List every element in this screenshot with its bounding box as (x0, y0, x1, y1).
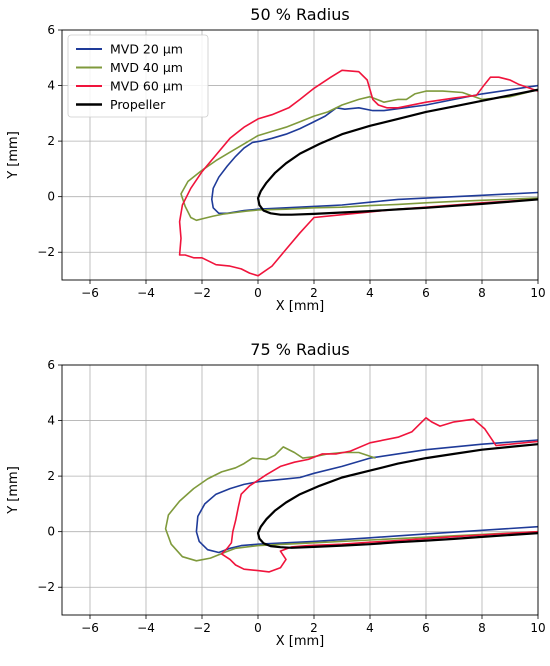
x-tick-label: 2 (310, 621, 318, 635)
x-tick-label: 8 (478, 286, 486, 300)
legend: MVD 20 µm MVD 40 µm MVD 60 µm Propeller (67, 34, 209, 118)
x-tick-label: 0 (254, 286, 262, 300)
legend-label: MVD 60 µm (110, 79, 183, 94)
y-tick-label: 0 (47, 190, 55, 204)
series-line-mvd-40-m (180, 88, 538, 222)
x-axis-label: X [mm] (276, 634, 325, 649)
y-tick-label: 4 (47, 79, 55, 93)
y-tick-label: 6 (47, 23, 55, 37)
legend-label: MVD 20 µm (110, 42, 183, 57)
plot-frame (61, 364, 539, 616)
legend-box (67, 34, 209, 118)
legend-label: MVD 40 µm (110, 60, 183, 75)
x-tick-label: 4 (366, 621, 374, 635)
y-axis-label: Y [mm] (6, 131, 21, 180)
x-tick-label: −6 (81, 621, 99, 635)
x-tick-label: −4 (137, 286, 155, 300)
y-tick-label: 6 (47, 358, 55, 372)
y-tick-label: 2 (47, 134, 55, 148)
x-tick-label: 6 (422, 286, 430, 300)
x-tick-label: −4 (137, 621, 155, 635)
series-line-mvd-40-m (164, 446, 538, 562)
x-tick-label: 0 (254, 621, 262, 635)
x-tick-label: 8 (478, 621, 486, 635)
series-line-mvd-20-m (195, 439, 538, 554)
chart-panel-50-radius: 50 % Radius X [mm] Y [mm] −6 −4 −2 0 2 4 6 8 10 −… (6, 5, 546, 314)
x-tick-label: 2 (310, 286, 318, 300)
series-line-mvd-60-m (178, 69, 538, 277)
x-tick-label: 10 (530, 286, 545, 300)
y-tick-label: −2 (37, 245, 55, 259)
series-line-mvd-20-m (211, 84, 538, 215)
chart-title: 75 % Radius (250, 340, 349, 359)
legend-label: Propeller (110, 97, 166, 112)
x-tick-label: −2 (193, 621, 211, 635)
y-tick-label: −2 (37, 580, 55, 594)
y-tick-label: 0 (47, 525, 55, 539)
x-axis-label: X [mm] (276, 299, 325, 314)
y-axis-label: Y [mm] (6, 466, 21, 515)
series-line-mvd-60-m (220, 416, 538, 573)
x-tick-label: 4 (366, 286, 374, 300)
x-tick-label: 6 (422, 621, 430, 635)
y-tick-label: 4 (47, 414, 55, 428)
y-tick-label: 2 (47, 469, 55, 483)
series-line-propeller (256, 88, 538, 216)
x-tick-label: −6 (81, 286, 99, 300)
chart-title: 50 % Radius (250, 5, 349, 24)
x-tick-label: −2 (193, 286, 211, 300)
series-line-propeller (256, 443, 538, 549)
x-tick-label: 10 (530, 621, 545, 635)
plot-frame (61, 29, 539, 281)
chart-panel-75-radius: 75 % Radius X [mm] Y [mm] −6 −4 −2 0 2 4 6 8 10 −… (6, 340, 546, 649)
